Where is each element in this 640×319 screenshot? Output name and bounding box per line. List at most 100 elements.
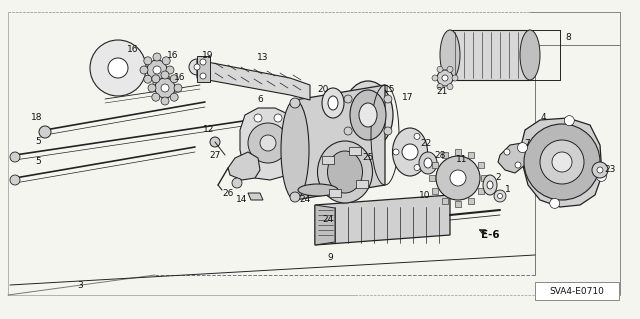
Circle shape xyxy=(437,70,453,86)
Circle shape xyxy=(344,127,352,135)
Text: 5: 5 xyxy=(35,137,41,146)
Text: 6: 6 xyxy=(257,95,263,105)
Circle shape xyxy=(596,171,607,182)
Circle shape xyxy=(414,165,420,171)
Circle shape xyxy=(210,137,220,147)
Circle shape xyxy=(447,84,453,90)
Polygon shape xyxy=(481,175,487,181)
Text: 20: 20 xyxy=(317,85,329,94)
Text: 14: 14 xyxy=(236,196,248,204)
Circle shape xyxy=(170,93,178,101)
Circle shape xyxy=(524,124,600,200)
Circle shape xyxy=(290,192,300,202)
Circle shape xyxy=(452,75,458,81)
Ellipse shape xyxy=(328,96,338,110)
Circle shape xyxy=(248,123,288,163)
Text: 7: 7 xyxy=(524,138,530,147)
Circle shape xyxy=(152,75,160,83)
Circle shape xyxy=(147,60,167,80)
Circle shape xyxy=(162,75,170,83)
Ellipse shape xyxy=(359,103,377,127)
Polygon shape xyxy=(240,108,295,180)
Circle shape xyxy=(540,140,584,184)
Text: 10: 10 xyxy=(419,190,431,199)
Circle shape xyxy=(436,156,480,200)
Circle shape xyxy=(260,135,276,151)
Circle shape xyxy=(274,114,282,122)
Text: 24: 24 xyxy=(300,196,310,204)
Polygon shape xyxy=(468,152,474,159)
Text: 17: 17 xyxy=(403,93,413,102)
Text: SVA4-E0710: SVA4-E0710 xyxy=(550,286,604,295)
Polygon shape xyxy=(442,152,448,159)
Polygon shape xyxy=(433,188,438,194)
Text: 8: 8 xyxy=(565,33,571,42)
Circle shape xyxy=(384,127,392,135)
Circle shape xyxy=(174,84,182,92)
Polygon shape xyxy=(522,118,602,207)
Circle shape xyxy=(597,167,603,173)
Circle shape xyxy=(161,97,169,105)
Polygon shape xyxy=(429,175,435,181)
Polygon shape xyxy=(433,162,438,168)
Polygon shape xyxy=(498,143,528,173)
Circle shape xyxy=(90,40,146,96)
Polygon shape xyxy=(322,156,333,164)
Circle shape xyxy=(153,66,161,74)
Ellipse shape xyxy=(520,30,540,80)
Ellipse shape xyxy=(317,141,372,203)
Circle shape xyxy=(437,66,443,72)
Circle shape xyxy=(144,57,152,65)
Text: 22: 22 xyxy=(420,138,431,147)
Circle shape xyxy=(497,194,502,198)
Circle shape xyxy=(140,66,148,74)
Circle shape xyxy=(432,75,438,81)
Polygon shape xyxy=(197,56,210,82)
Circle shape xyxy=(518,143,527,152)
Text: 26: 26 xyxy=(222,189,234,197)
Polygon shape xyxy=(450,30,530,80)
Ellipse shape xyxy=(392,128,428,176)
Polygon shape xyxy=(295,85,385,200)
Circle shape xyxy=(155,78,175,98)
Circle shape xyxy=(437,84,443,90)
Text: 2: 2 xyxy=(495,174,501,182)
Text: 5: 5 xyxy=(35,158,41,167)
Circle shape xyxy=(200,73,206,79)
Circle shape xyxy=(447,66,453,72)
Circle shape xyxy=(344,95,352,103)
Circle shape xyxy=(414,133,420,139)
Text: 13: 13 xyxy=(257,53,269,62)
Text: 16: 16 xyxy=(174,72,186,81)
Polygon shape xyxy=(248,193,263,200)
Polygon shape xyxy=(197,60,310,100)
Circle shape xyxy=(39,126,51,138)
Circle shape xyxy=(194,64,200,70)
Ellipse shape xyxy=(322,88,344,118)
Ellipse shape xyxy=(440,30,460,80)
Circle shape xyxy=(442,75,448,81)
Polygon shape xyxy=(455,201,461,207)
Text: 18: 18 xyxy=(31,114,43,122)
Text: 16: 16 xyxy=(167,51,179,61)
Circle shape xyxy=(170,75,178,83)
Circle shape xyxy=(402,144,418,160)
Circle shape xyxy=(254,114,262,122)
Ellipse shape xyxy=(424,158,432,168)
Text: 1: 1 xyxy=(505,186,511,195)
Polygon shape xyxy=(228,152,260,180)
Polygon shape xyxy=(477,162,483,168)
Text: 12: 12 xyxy=(204,125,214,135)
Circle shape xyxy=(166,66,174,74)
Text: 3: 3 xyxy=(77,280,83,290)
Text: 15: 15 xyxy=(384,85,396,94)
Circle shape xyxy=(161,84,169,92)
Text: 19: 19 xyxy=(202,50,214,60)
Text: 21: 21 xyxy=(436,87,448,97)
Ellipse shape xyxy=(343,81,393,149)
Ellipse shape xyxy=(350,90,386,140)
Circle shape xyxy=(592,162,608,178)
Circle shape xyxy=(552,152,572,172)
Circle shape xyxy=(161,71,169,79)
Ellipse shape xyxy=(483,175,497,195)
